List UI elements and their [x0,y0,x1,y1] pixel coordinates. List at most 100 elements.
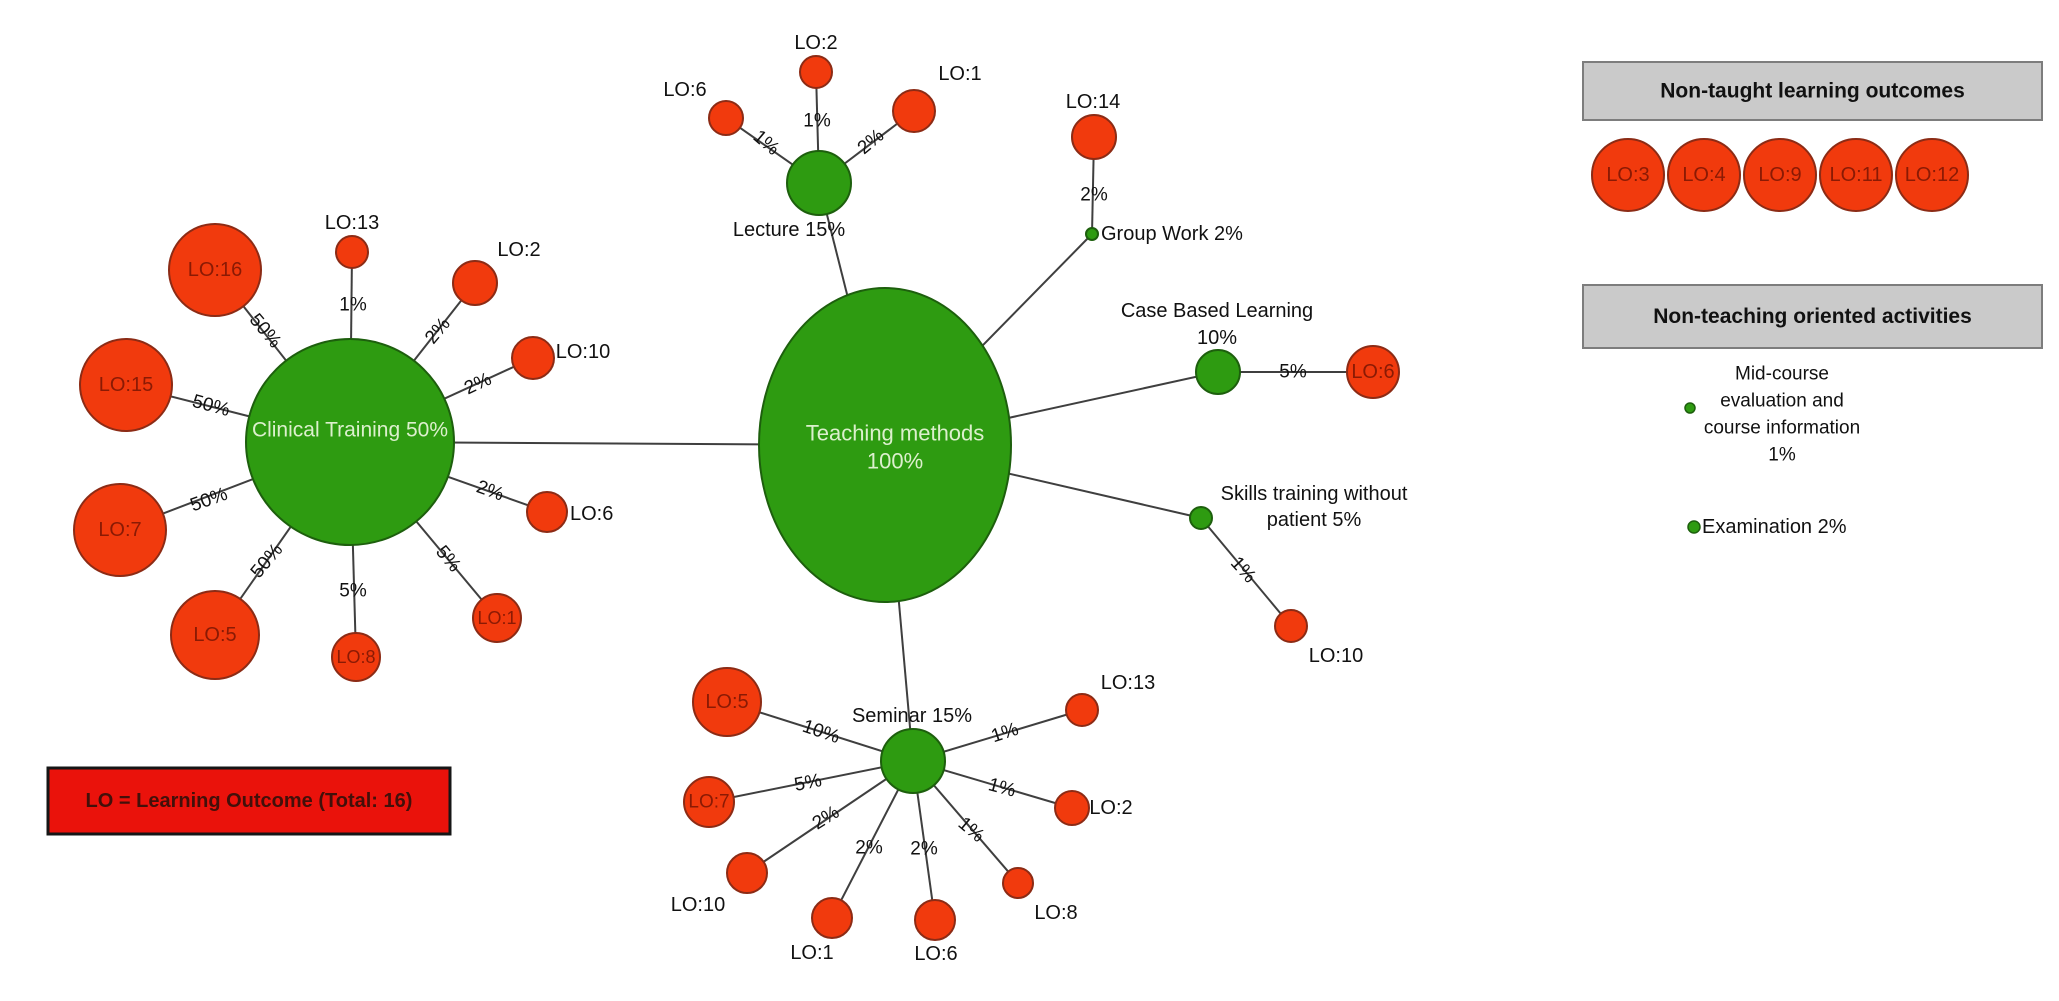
lo-c15-label: LO:15 [99,374,153,396]
lo-lec1-label: LO:1 [938,63,981,85]
lo-s6-label: LO:6 [914,943,957,965]
non-taught-label-4: LO:12 [1905,164,1959,186]
non-taught-label-3: LO:11 [1830,164,1883,186]
lo-s8-label: LO:8 [1034,902,1077,924]
edge-pct-c8: 5% [339,581,367,602]
lo-c2-label: LO:2 [497,239,540,261]
hub-skills-label-1: patient 5% [1267,509,1362,531]
hub-teaching-label-1: 100% [867,449,923,474]
edge-pct-cb6: 5% [1279,362,1307,383]
lo-c10-circle [511,336,555,380]
lo-c8-circle [331,632,381,682]
lo-s10-label: LO:10 [671,894,725,916]
non-taught-lo3-circle [1591,138,1665,212]
lo-c6-circle [526,491,568,533]
edge-pct-s1: 2% [855,838,883,859]
midcourse-dot [1684,402,1696,414]
hub-seminar-circle [880,728,946,794]
hub-cbl-circle [1195,349,1241,395]
hub-lecture-label-0: Lecture 15% [733,219,846,241]
lo-s1-circle [811,897,853,939]
lo-c1-circle [472,593,522,643]
lo-s2-label: LO:2 [1089,797,1132,819]
lo-s8-circle [1002,867,1034,899]
lo-lec6-circle [708,100,744,136]
lo-g14-circle [1071,114,1117,160]
hub-groupwork-label-0: Group Work 2% [1101,223,1243,245]
examination-dot [1687,520,1701,534]
non-taught-lo11-circle [1819,138,1893,212]
lo-s7-circle [683,776,735,828]
panel-non-teaching-title: Non-teaching oriented activities [1653,305,1972,328]
panel-non-taught-title: Non-taught learning outcomes [1660,80,1965,103]
lo-s2-circle [1054,790,1090,826]
panel-non-teaching-header-box [1582,284,2043,349]
hub-groupwork-circle [1085,227,1099,241]
hub-clinical-label-0: Clinical Training 50% [252,419,448,442]
lo-sk10-label: LO:10 [1309,645,1363,667]
midcourse-label-3: 1% [1768,445,1796,466]
lo-c6-label: LO:6 [570,503,613,525]
lo-c13-label: LO:13 [325,212,379,234]
edge-pct-g14: 2% [1080,185,1108,206]
edge-skills-sk10 [1200,517,1292,627]
lo-s6-circle [914,899,956,941]
lo-c7-label: LO:7 [98,519,141,541]
non-taught-label-2: LO:9 [1758,164,1801,186]
hub-seminar-label-0: Seminar 15% [852,705,972,727]
non-taught-lo4-circle [1667,138,1741,212]
non-taught-lo12-circle [1895,138,1969,212]
non-taught-label-1: LO:4 [1682,164,1725,186]
lo-c10-label: LO:10 [556,341,610,363]
hub-teaching-circle [758,287,1012,603]
lo-c5-label: LO:5 [193,624,236,646]
non-taught-lo9-circle [1743,138,1817,212]
lo-c8-label: LO:8 [336,647,375,667]
examination-label-0: Examination 2% [1702,516,1847,538]
lo-c2-circle [452,260,498,306]
midcourse-label-1: evaluation and [1720,391,1844,412]
edge-pct-s6: 2% [910,839,938,860]
hub-lecture-circle [786,150,852,216]
lo-c7-circle [73,483,167,577]
lo-lec6-label: LO:6 [663,79,706,101]
hub-skills-circle [1189,506,1213,530]
hub-teaching-label-0: Teaching methods [806,421,985,446]
hub-skills-label-0: Skills training without [1221,483,1408,505]
lo-cb6-label: LO:6 [1351,361,1394,383]
edge-seminar-s10 [746,760,914,874]
lo-s1-label: LO:1 [790,942,833,964]
hub-clinical-circle [245,338,455,546]
lo-s7-label: LO:7 [688,792,729,813]
lo-lec2-label: LO:2 [794,32,837,54]
hub-cbl-label-0: Case Based Learning [1121,300,1313,322]
midcourse-label-2: course information [1704,418,1860,439]
lo-g14-label: LO:14 [1066,91,1120,113]
legend-text: LO = Learning Outcome (Total: 16) [86,790,413,812]
edge-pct-lec2: 1% [803,111,831,132]
lo-c13-circle [335,235,369,269]
edge-pct-c13: 1% [339,295,367,316]
lo-c16-circle [168,223,262,317]
lo-s10-circle [726,852,768,894]
lo-lec1-circle [892,89,936,133]
lo-sk10-circle [1274,609,1308,643]
lo-c16-label: LO:16 [188,259,242,281]
lo-s5-label: LO:5 [705,691,748,713]
edge-pct-s7: 5% [793,770,824,796]
edge-seminar-s7 [708,760,914,803]
lo-lec2-circle [799,55,833,89]
panel-non-taught-header-box [1582,61,2043,121]
lo-c1-label: LO:1 [477,608,516,628]
lo-c15-circle [79,338,173,432]
lo-s5-circle [692,667,762,737]
lo-c5-circle [170,590,260,680]
legend-box [46,766,452,836]
non-taught-label-0: LO:3 [1606,164,1649,186]
lo-s13-label: LO:13 [1101,672,1155,694]
midcourse-label-0: Mid-course [1735,364,1829,385]
lo-cb6-circle [1346,345,1400,399]
hub-cbl-label-1: 10% [1197,327,1237,349]
